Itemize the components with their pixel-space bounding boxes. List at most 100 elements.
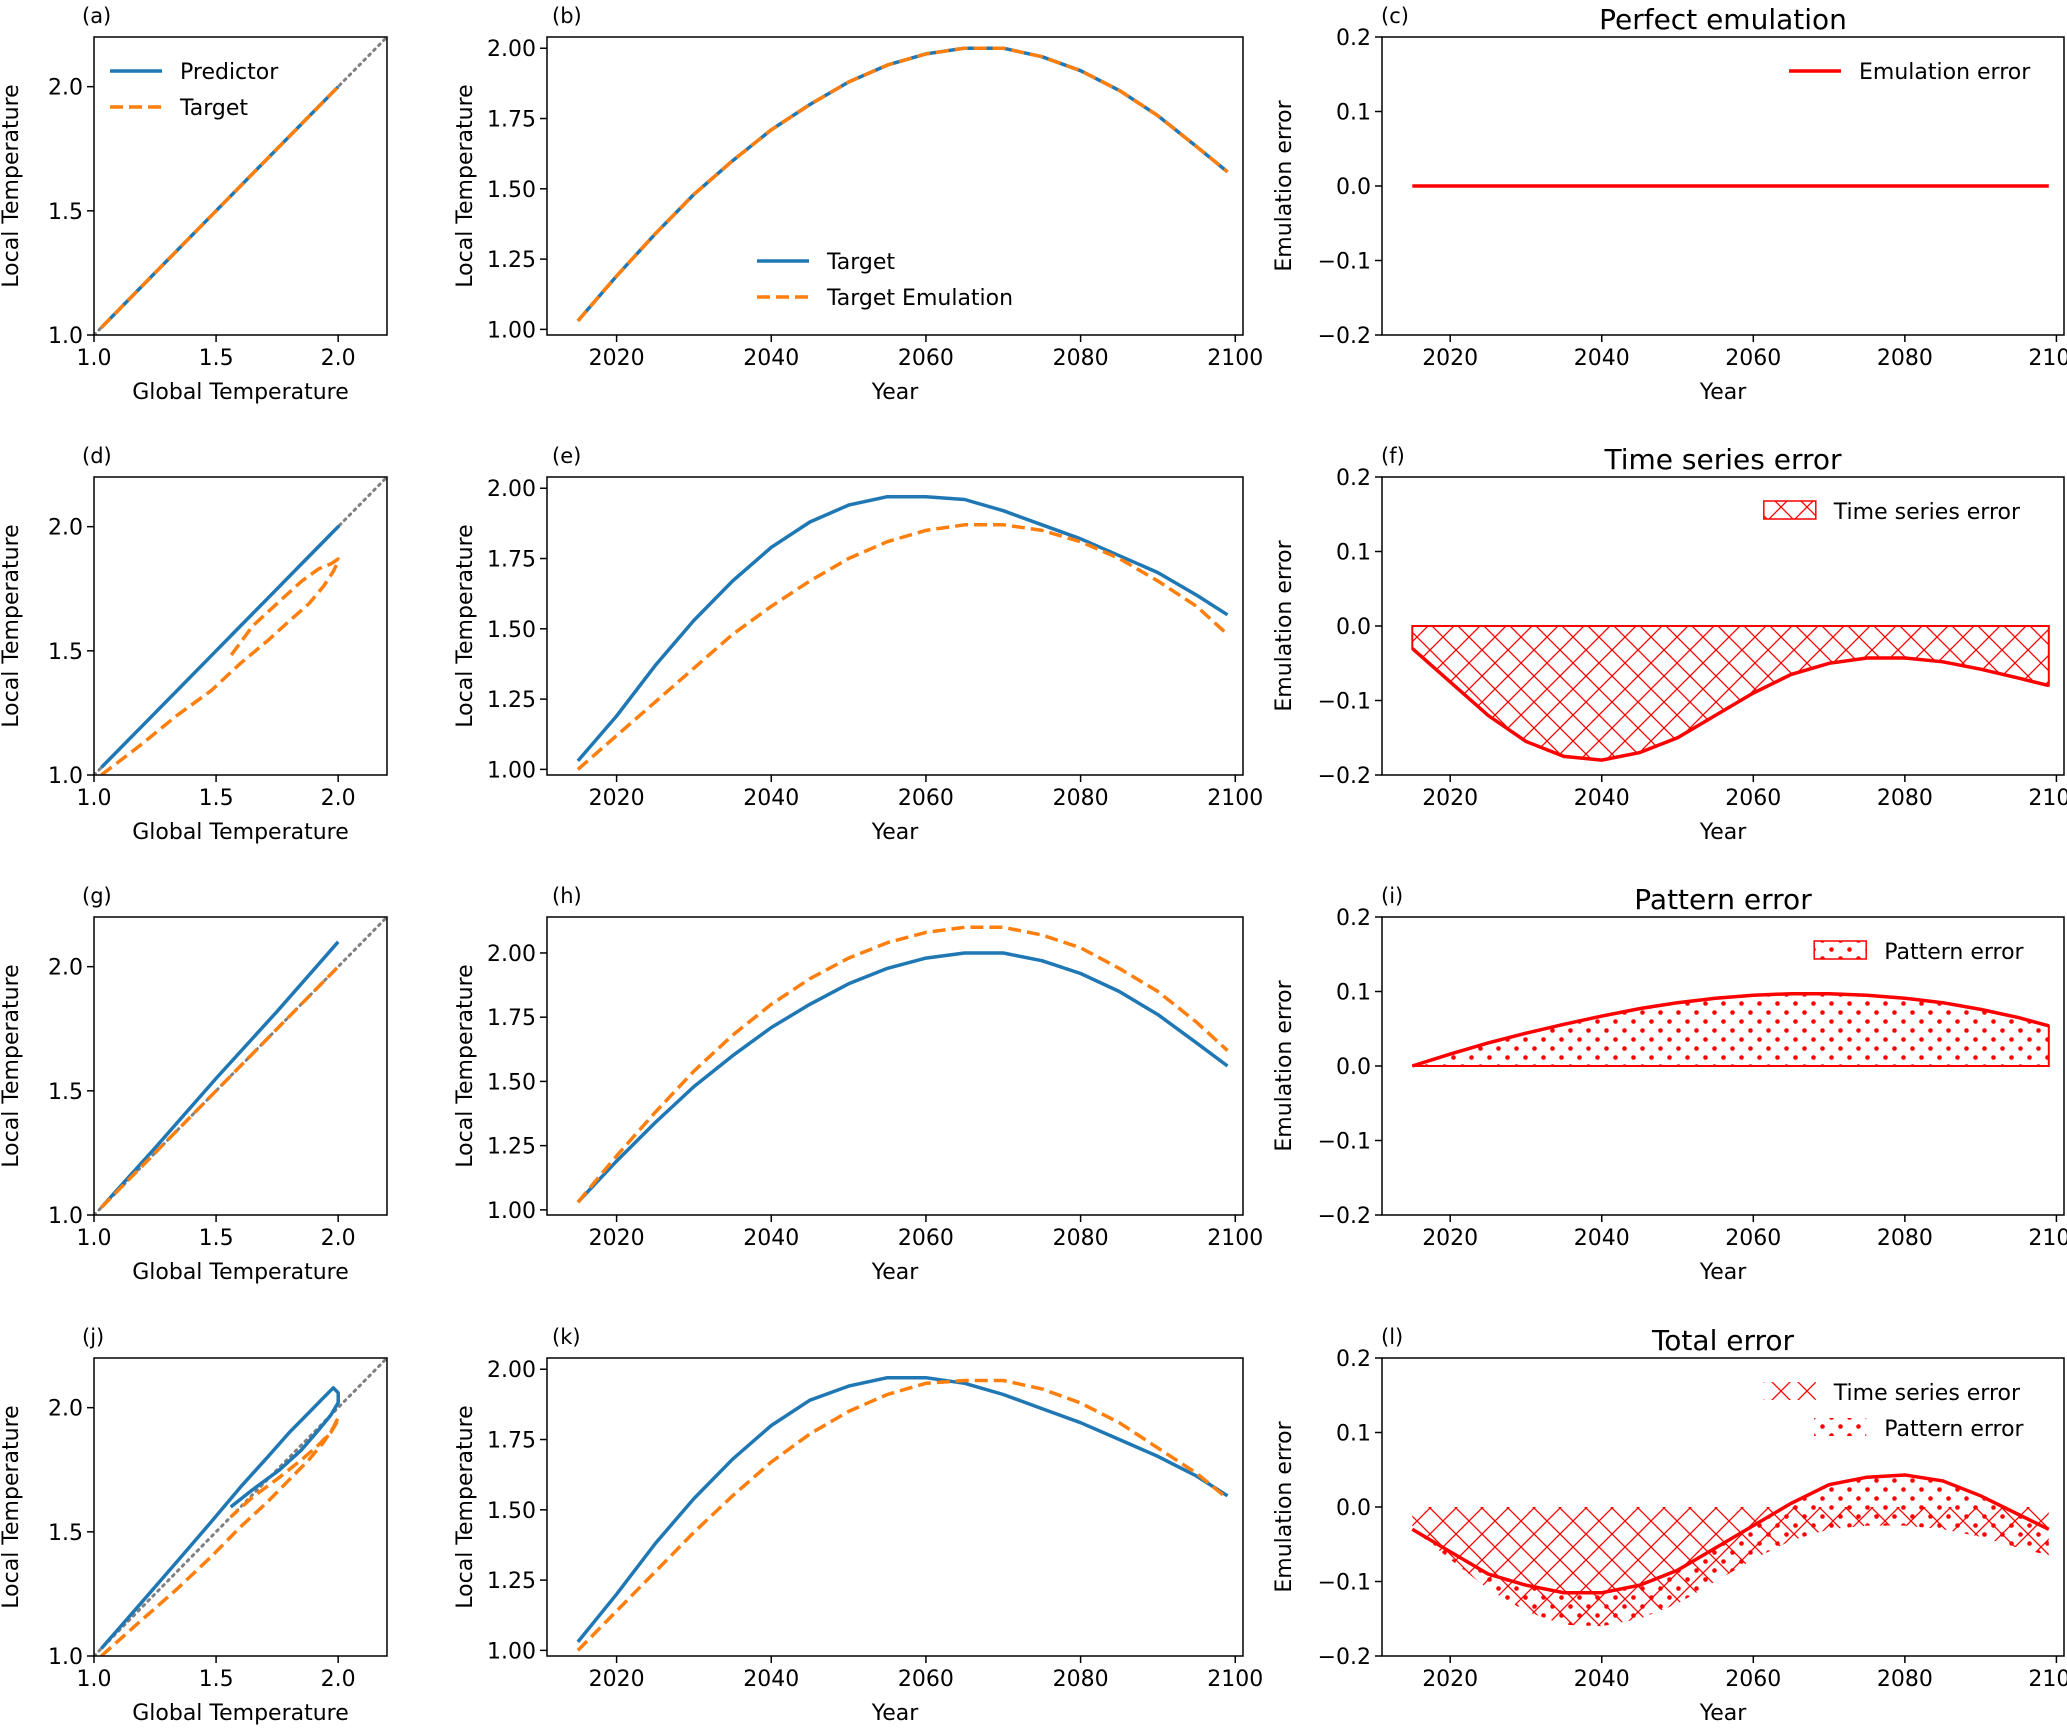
x-tick-label: 2020 bbox=[589, 1667, 645, 1692]
y-tick-label: 1.0 bbox=[48, 324, 83, 349]
y-tick-label: 0.0 bbox=[1336, 1496, 1371, 1521]
x-tick-label: 2020 bbox=[589, 1226, 645, 1251]
series-line-dashed bbox=[576, 925, 1229, 1204]
x-axis-label: Global Temperature bbox=[132, 380, 349, 405]
legend: Emulation error bbox=[1789, 60, 2031, 85]
panel-j: 1.0 1.5 2.0 1.0 1.5 2.0 Global Temperature Loca… bbox=[0, 1325, 388, 1726]
y-tick-label: 0.2 bbox=[1336, 466, 1371, 491]
x-axis-label: Year bbox=[1699, 1701, 1748, 1726]
panel-i: 2020 2040 2060 2080 2100 −0.2 −0.1 0.0 0.1 0.2 Yea… bbox=[1272, 883, 2067, 1285]
x-tick-label: 2020 bbox=[1422, 1226, 1478, 1251]
x-tick-label: 2040 bbox=[1574, 786, 1630, 811]
plot-area-g bbox=[94, 917, 387, 1215]
y-tick-label: 1.75 bbox=[487, 1429, 536, 1454]
x-tick-label: 2060 bbox=[898, 786, 954, 811]
axes-frame bbox=[546, 476, 1244, 776]
axes-frame bbox=[546, 1357, 1244, 1657]
panel-label: (k) bbox=[552, 1325, 581, 1349]
plot-area-k bbox=[576, 1375, 1229, 1652]
legend-handle-cross bbox=[1763, 500, 1817, 520]
y-tick-label: 1.50 bbox=[487, 1070, 536, 1095]
x-tick-label: 1.5 bbox=[199, 1667, 234, 1692]
x-axis-label: Year bbox=[871, 1260, 920, 1285]
x-tick-label: 2100 bbox=[2028, 346, 2067, 371]
x-tick-label: 1.0 bbox=[77, 1667, 112, 1692]
y-axis-label: Local Temperature bbox=[453, 84, 478, 287]
panel-label: (j) bbox=[82, 1325, 104, 1349]
series-line-solid bbox=[99, 1386, 340, 1650]
series-line-dashed bbox=[100, 1415, 340, 1656]
y-axis-label: Local Temperature bbox=[453, 964, 478, 1167]
panel-label: (d) bbox=[82, 444, 112, 468]
y-tick-label: 1.0 bbox=[48, 1645, 83, 1670]
panel-f: 2020 2040 2060 2080 2100 −0.2 −0.1 0.0 0.1 0.2 Yea… bbox=[1272, 443, 2067, 845]
series-line-solid bbox=[576, 951, 1229, 1204]
y-tick-label: 2.0 bbox=[48, 956, 83, 981]
x-axis-label: Year bbox=[871, 820, 920, 845]
y-tick-label: 0.1 bbox=[1336, 981, 1371, 1006]
y-tick-label: 0.1 bbox=[1336, 1422, 1371, 1447]
y-tick-label: 1.50 bbox=[487, 1499, 536, 1524]
x-axis-label: Year bbox=[871, 1701, 920, 1726]
total-error-curve bbox=[1411, 1473, 2050, 1595]
error-curve bbox=[1411, 991, 2050, 1068]
y-tick-label: 1.25 bbox=[487, 688, 536, 713]
y-tick-label: −0.1 bbox=[1318, 250, 1371, 275]
x-tick-label: 2100 bbox=[2028, 786, 2067, 811]
x-tick-label: 1.0 bbox=[77, 786, 112, 811]
x-tick-label: 2.0 bbox=[321, 1226, 356, 1251]
panel-d: 1.0 1.5 2.0 1.0 1.5 2.0 Global Temperature Loca… bbox=[0, 444, 388, 845]
y-tick-label: 1.0 bbox=[48, 1204, 83, 1229]
plot-area-i bbox=[1411, 991, 2050, 1068]
panel-g: 1.0 1.5 2.0 1.0 1.5 2.0 Global Temperature Loca… bbox=[0, 884, 388, 1285]
panel-e: 2020 2040 2060 2080 2100 1.00 1.25 1.50 1.75 2.00… bbox=[453, 444, 1263, 845]
x-tick-label: 2080 bbox=[1877, 786, 1933, 811]
x-tick-label: 2100 bbox=[2028, 1226, 2067, 1251]
x-tick-label: 2060 bbox=[1725, 1226, 1781, 1251]
panel-label: (b) bbox=[552, 4, 582, 28]
x-axis-label: Global Temperature bbox=[132, 820, 349, 845]
y-tick-label: 0.0 bbox=[1336, 615, 1371, 640]
y-tick-label: 2.00 bbox=[487, 477, 536, 502]
x-tick-label: 2060 bbox=[898, 346, 954, 371]
y-tick-label: 0.0 bbox=[1336, 1055, 1371, 1080]
y-axis-label: Local Temperature bbox=[453, 524, 478, 727]
x-tick-label: 1.5 bbox=[199, 1226, 234, 1251]
legend-label: Target Emulation bbox=[826, 286, 1013, 311]
panel-c: 2020 2040 2060 2080 2100 −0.2 −0.1 0.0 0.1 0.2 Yea… bbox=[1272, 3, 2067, 405]
series-line-dashed bbox=[576, 1378, 1229, 1652]
series-line-dashed bbox=[100, 557, 340, 775]
panel-label: (g) bbox=[82, 884, 112, 908]
panel-h: 2020 2040 2060 2080 2100 1.00 1.25 1.50 1.75 2.00… bbox=[453, 884, 1263, 1285]
y-tick-label: 1.25 bbox=[487, 1569, 536, 1594]
x-axis-label: Year bbox=[1699, 380, 1748, 405]
y-axis-label: Emulation error bbox=[1272, 979, 1297, 1151]
plot-area-f bbox=[1411, 625, 2050, 762]
x-tick-label: 1.0 bbox=[77, 1226, 112, 1251]
y-tick-label: 2.0 bbox=[48, 76, 83, 101]
x-tick-label: 2060 bbox=[1725, 1667, 1781, 1692]
axes-frame bbox=[93, 476, 388, 776]
x-tick-label: 2080 bbox=[1877, 1667, 1933, 1692]
series-line-solid bbox=[100, 524, 340, 769]
y-tick-label: 1.75 bbox=[487, 548, 536, 573]
y-tick-label: 2.0 bbox=[48, 516, 83, 541]
legend-label: Emulation error bbox=[1859, 60, 2031, 85]
y-axis-label: Local Temperature bbox=[0, 524, 24, 727]
x-axis-label: Global Temperature bbox=[132, 1260, 349, 1285]
x-tick-label: 2080 bbox=[1877, 1226, 1933, 1251]
y-tick-label: 1.25 bbox=[487, 248, 536, 273]
x-tick-label: 2020 bbox=[1422, 1667, 1478, 1692]
series-line-dashed bbox=[100, 85, 340, 329]
y-tick-label: 0.0 bbox=[1336, 175, 1371, 200]
y-tick-label: 1.25 bbox=[487, 1135, 536, 1160]
legend-label: Pattern error bbox=[1884, 940, 2024, 965]
panel-title: Total error bbox=[1651, 1324, 1795, 1357]
x-tick-label: 2100 bbox=[2028, 1667, 2067, 1692]
x-axis-label: Year bbox=[1699, 820, 1748, 845]
x-tick-label: 2040 bbox=[1574, 1667, 1630, 1692]
x-tick-label: 2040 bbox=[743, 1667, 799, 1692]
x-tick-label: 2080 bbox=[1053, 1226, 1109, 1251]
panel-label: (l) bbox=[1381, 1325, 1403, 1349]
